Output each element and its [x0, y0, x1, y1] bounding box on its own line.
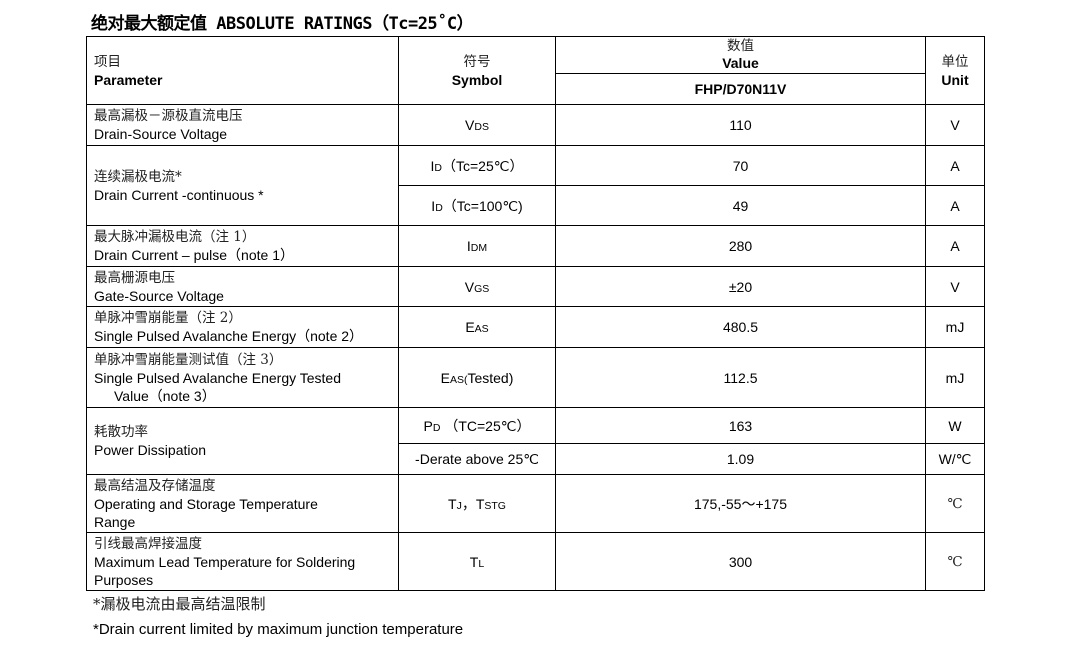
table-row: -Derate above 25℃ 1.09 W/℃ [87, 443, 985, 475]
symbol: ID（Tc=100℃) [398, 185, 556, 226]
table-row: 连续漏极电流* Drain Current -continuous * ID（Tc… [86, 145, 985, 226]
unit: mJ [925, 306, 985, 348]
unit: A [925, 225, 985, 267]
footnote-zh: *漏极电流由最高结温限制 [93, 595, 266, 613]
symbol: IDM [398, 225, 556, 267]
symbol: VDS [398, 104, 556, 146]
symbol: TJ，TSTG [398, 474, 556, 533]
table-row: 单脉冲雪崩能量测试值（注 3） Single Pulsed Avalanche E… [86, 347, 985, 408]
value: 300 [555, 532, 926, 591]
unit: V [925, 104, 985, 146]
table-row: 引线最高焊接温度 Maximum Lead Temperature for Sol… [86, 532, 985, 591]
table-row: 最高结温及存储温度 Operating and Storage Temperatu… [86, 474, 985, 533]
unit: W [925, 407, 985, 444]
header-value: 数值 Value [555, 36, 926, 74]
table-row: 耗散功率 Power Dissipation PD （TC=25℃） 163 W [86, 407, 985, 475]
header-parameter: 项目 Parameter [86, 36, 399, 105]
unit: W/℃ [925, 443, 985, 475]
part-number: FHP/D70N11V [555, 73, 926, 105]
value: 1.09 [555, 443, 926, 475]
value: 480.5 [555, 306, 926, 348]
value: 280 [555, 225, 926, 267]
unit: ℃ [925, 474, 985, 533]
footnote-en: *Drain current limited by maximum juncti… [93, 621, 464, 638]
unit: A [925, 185, 985, 226]
symbol: TL [398, 532, 556, 591]
table-row: 最大脉冲漏极电流（注 1） Drain Current – pulse（note … [86, 225, 985, 267]
value: 70 [555, 145, 926, 186]
symbol: PD （TC=25℃） [398, 407, 556, 444]
symbol: -Derate above 25℃ [398, 443, 556, 475]
unit: ℃ [925, 532, 985, 591]
value: ±20 [555, 266, 926, 307]
table-row: ID（Tc=100℃) 49 A [87, 185, 985, 226]
table-row: 单脉冲雪崩能量（注 2） Single Pulsed Avalanche Ener… [86, 306, 985, 348]
header-unit: 单位 Unit [925, 36, 985, 105]
unit: mJ [925, 347, 985, 408]
header-row: 项目 Parameter 符号 Symbol 数值 Value 单位 Unit [86, 36, 985, 105]
value: 112.5 [555, 347, 926, 408]
symbol: ID（Tc=25℃） [398, 145, 556, 186]
page-title: 绝对最大额定值 ABSOLUTE RATINGS（Tc=25˚C） [91, 14, 474, 34]
value: 163 [555, 407, 926, 444]
symbol: EAS [398, 306, 556, 348]
value: 175,-55～+175 [555, 474, 926, 533]
symbol: EAS(Tested) [398, 347, 556, 408]
table-row: 最高漏极－源极直流电压 Drain-Source Voltage VDS 110 V [86, 104, 985, 146]
table-row: 最高栅源电压 Gate-Source Voltage VGS ±20 V [86, 266, 985, 307]
value: 49 [555, 185, 926, 226]
header-symbol: 符号 Symbol [398, 36, 556, 105]
absolute-ratings-table: 项目 Parameter 符号 Symbol 数值 Value 单位 Unit FHP/… [86, 36, 985, 591]
value: 110 [555, 104, 926, 146]
unit: V [925, 266, 985, 307]
unit: A [925, 145, 985, 186]
symbol: VGS [398, 266, 556, 307]
